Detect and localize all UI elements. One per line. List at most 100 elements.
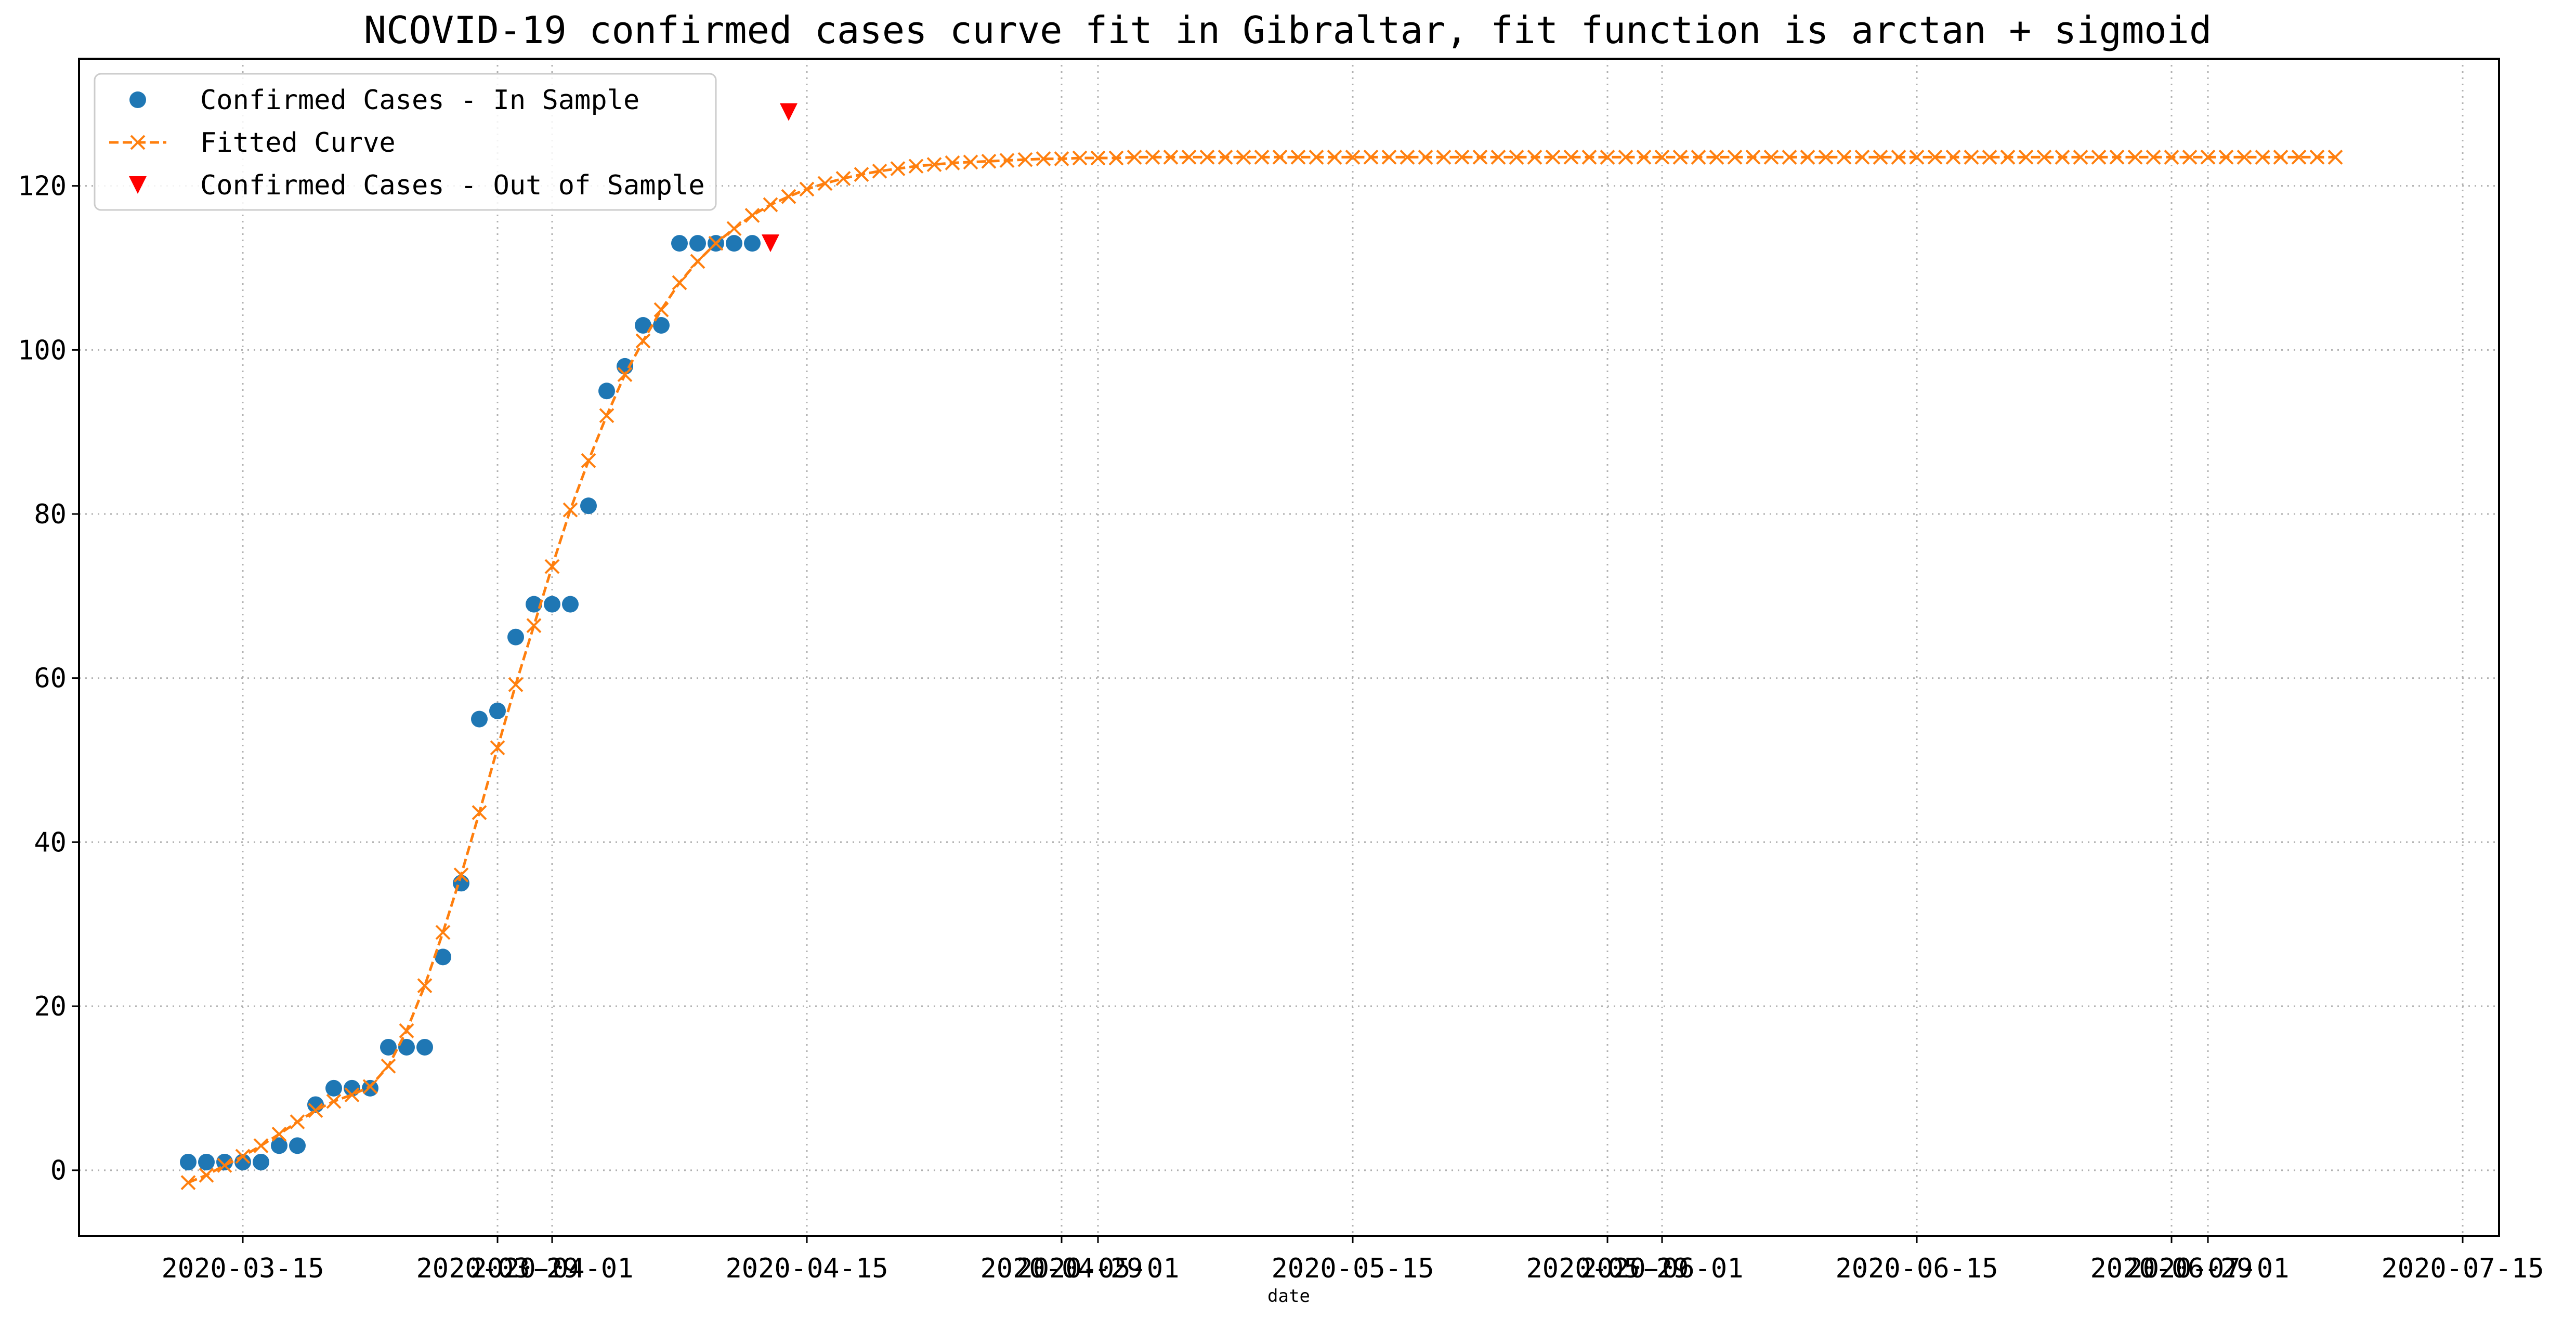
y-tick-label: 0 <box>50 1155 67 1187</box>
fit-point <box>472 805 487 820</box>
fit-point <box>417 978 433 994</box>
x-tick-label: 2020-06-15 <box>1835 1253 1998 1284</box>
fit-point-stroke <box>2000 149 2016 165</box>
fit-point <box>1254 149 1270 165</box>
fit-point <box>1581 149 1597 165</box>
fit-point <box>690 254 705 269</box>
data-point <box>635 317 651 334</box>
fit-point-stroke <box>1036 151 1051 166</box>
fit-point <box>1636 149 1652 165</box>
data-point <box>653 317 670 334</box>
fit-point-stroke <box>362 1079 378 1095</box>
fit-point <box>435 925 451 940</box>
fit-point-stroke <box>526 618 542 634</box>
fit-point-stroke <box>817 176 833 191</box>
fit-point <box>526 618 542 634</box>
fit-point-stroke <box>981 153 997 169</box>
fit-point-stroke <box>599 408 614 424</box>
fit-point-stroke <box>1891 149 1906 165</box>
fit-point-stroke <box>1982 149 1997 165</box>
data-point <box>580 497 597 515</box>
x-tick-label: 2020-07-15 <box>2381 1253 2544 1284</box>
fit-point <box>963 154 978 170</box>
fit-point <box>2164 149 2179 165</box>
x-tick-label: 2020-05-29 <box>1526 1253 1689 1284</box>
fit-point-stroke <box>1218 149 1233 165</box>
fit-point-stroke <box>2055 149 2070 165</box>
fit-point-stroke <box>2182 149 2198 165</box>
fit-point <box>490 740 505 756</box>
data-point <box>198 1153 215 1170</box>
fit-point <box>235 1149 251 1164</box>
fit-point <box>2237 149 2252 165</box>
fit-point <box>399 1023 414 1038</box>
fit-point-stroke <box>1654 149 1670 165</box>
fit-point-stroke <box>1581 149 1597 165</box>
fit-point-stroke <box>744 208 760 223</box>
fit-point <box>1090 150 1106 166</box>
fit-point-stroke <box>1490 149 1506 165</box>
data-point <box>129 91 146 108</box>
fit-point-stroke <box>217 1157 232 1173</box>
fit-point <box>999 153 1015 168</box>
fit-point <box>1472 149 1488 165</box>
fit-point-stroke <box>2237 149 2252 165</box>
fit-point <box>1854 149 1870 165</box>
fit-point-stroke <box>235 1149 251 1164</box>
fit-point <box>1836 149 1852 165</box>
fit-point-stroke <box>781 189 796 204</box>
fit-point-stroke <box>344 1087 360 1102</box>
data-point <box>398 1038 415 1056</box>
legend-label: Confirmed Cases - Out of Sample <box>200 170 705 201</box>
fit-point <box>653 302 669 318</box>
fit-point-stroke <box>999 153 1015 168</box>
fit-point <box>2200 149 2216 165</box>
fit-point <box>1072 150 1088 166</box>
fit-point-stroke <box>1636 149 1652 165</box>
fit-point-stroke <box>399 1023 414 1038</box>
fit-point <box>253 1138 269 1153</box>
fit-point-stroke <box>1727 149 1743 165</box>
fit-point-stroke <box>2073 149 2088 165</box>
fit-point-stroke <box>1290 149 1306 165</box>
fit-point-stroke <box>490 740 505 756</box>
fit-point <box>563 502 578 518</box>
fit-point-stroke <box>2291 149 2307 165</box>
fit-point-stroke <box>2200 149 2216 165</box>
fit-point-stroke <box>1818 149 1834 165</box>
fit-point <box>308 1103 323 1118</box>
fit-point <box>1891 149 1906 165</box>
data-point <box>689 235 706 252</box>
fit-point <box>1236 149 1251 165</box>
x-tick-label: 2020-05-15 <box>1271 1253 1434 1284</box>
fit-point <box>2091 149 2107 165</box>
fit-point <box>908 159 924 174</box>
fit-point-stroke <box>1454 149 1470 165</box>
data-point <box>380 1038 397 1056</box>
fit-point <box>1418 149 1433 165</box>
fit-point-stroke <box>726 221 742 236</box>
fit-point-stroke <box>945 155 960 170</box>
fit-point <box>1654 149 1670 165</box>
fit-point-stroke <box>926 157 942 173</box>
fit-point-stroke <box>890 161 906 176</box>
fit-point-stroke <box>908 159 924 174</box>
fit-point-stroke <box>2218 149 2234 165</box>
fit-point-stroke <box>653 302 669 318</box>
fit-point-stroke <box>708 235 724 251</box>
fit-point <box>271 1126 287 1142</box>
fit-point <box>1181 149 1197 165</box>
fit-point <box>763 197 778 213</box>
fit-point-stroke <box>1418 149 1433 165</box>
fit-point-stroke <box>508 677 524 692</box>
x-tick-label: 2020-06-29 <box>2090 1253 2253 1284</box>
legend-item: Confirmed Cases - Out of Sample <box>129 170 705 201</box>
fit-point-stroke <box>290 1114 305 1130</box>
fit-point <box>1873 149 1888 165</box>
series-3 <box>762 103 797 253</box>
data-point <box>762 234 779 253</box>
data-point <box>435 948 451 966</box>
grid-layer <box>79 59 2499 1236</box>
series-1 <box>180 235 761 1170</box>
